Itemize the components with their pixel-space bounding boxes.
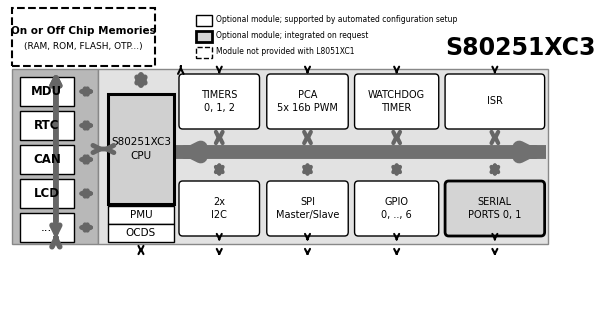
FancyBboxPatch shape <box>179 181 260 236</box>
Bar <box>109 224 173 242</box>
Bar <box>20 77 74 106</box>
Text: Module not provided with L8051XC1: Module not provided with L8051XC1 <box>216 48 355 56</box>
Bar <box>196 47 212 58</box>
Bar <box>13 69 98 244</box>
Text: PMU: PMU <box>130 210 152 220</box>
Text: OCDS: OCDS <box>126 228 156 238</box>
Text: WATCHDOG
TIMER: WATCHDOG TIMER <box>368 90 425 113</box>
Text: MDU: MDU <box>31 85 62 98</box>
Bar <box>20 145 74 174</box>
Bar <box>109 206 173 224</box>
Text: Optional module; integrated on request: Optional module; integrated on request <box>216 31 368 40</box>
Text: On or Off Chip Memories: On or Off Chip Memories <box>11 26 155 36</box>
FancyBboxPatch shape <box>355 74 439 129</box>
Text: (RAM, ROM, FLASH, OTP...): (RAM, ROM, FLASH, OTP...) <box>24 41 142 51</box>
Text: SPI
Master/Slave: SPI Master/Slave <box>276 197 339 220</box>
FancyBboxPatch shape <box>355 181 439 236</box>
Bar <box>98 69 548 244</box>
Text: ...: ... <box>41 221 52 234</box>
Text: RTC: RTC <box>34 119 59 132</box>
Text: 2x
I2C: 2x I2C <box>211 197 227 220</box>
Bar <box>109 94 173 204</box>
Text: LCD: LCD <box>34 187 60 200</box>
Text: CAN: CAN <box>33 153 61 166</box>
FancyBboxPatch shape <box>267 74 348 129</box>
Text: S80251XC3: S80251XC3 <box>445 36 595 60</box>
Bar <box>20 213 74 242</box>
FancyBboxPatch shape <box>445 181 545 236</box>
Text: TIMERS
0, 1, 2: TIMERS 0, 1, 2 <box>201 90 238 113</box>
Text: SERIAL
PORTS 0, 1: SERIAL PORTS 0, 1 <box>468 197 521 220</box>
Text: GPIO
0, .., 6: GPIO 0, .., 6 <box>381 197 412 220</box>
Text: Optional module; supported by automated configuration setup: Optional module; supported by automated … <box>216 16 457 25</box>
Bar <box>20 179 74 208</box>
Text: ISR: ISR <box>487 97 503 107</box>
Bar <box>196 15 212 26</box>
FancyBboxPatch shape <box>445 74 545 129</box>
Bar <box>20 111 74 140</box>
FancyBboxPatch shape <box>179 74 260 129</box>
Text: PCA
5x 16b PWM: PCA 5x 16b PWM <box>277 90 338 113</box>
Bar <box>13 8 155 66</box>
Text: S80251XC3
CPU: S80251XC3 CPU <box>111 137 171 161</box>
Bar <box>196 31 212 42</box>
FancyBboxPatch shape <box>267 181 348 236</box>
